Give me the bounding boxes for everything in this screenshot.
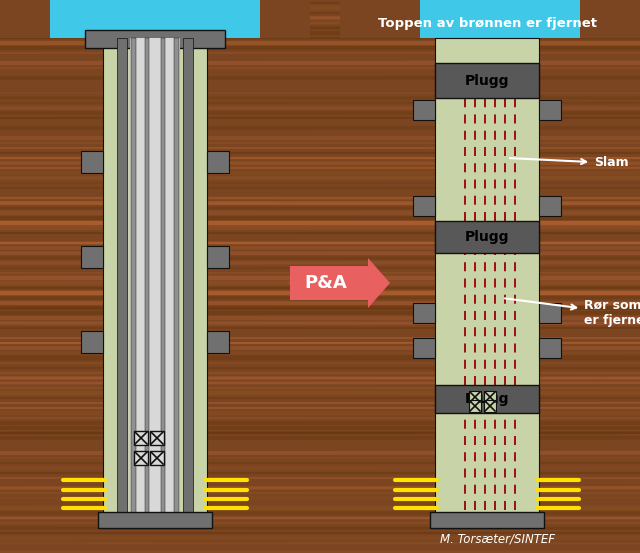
Bar bbox=[539, 338, 561, 358]
Bar bbox=[150, 451, 164, 465]
Bar bbox=[0, 0, 50, 38]
Bar bbox=[98, 512, 212, 528]
Bar bbox=[435, 385, 539, 413]
Bar bbox=[539, 100, 561, 120]
Bar bbox=[413, 303, 435, 323]
Bar bbox=[539, 303, 561, 323]
Text: Toppen av brønnen er fjernet: Toppen av brønnen er fjernet bbox=[378, 17, 596, 29]
Text: Rør som
er fjernet: Rør som er fjernet bbox=[505, 299, 640, 327]
Bar bbox=[539, 196, 561, 216]
Bar bbox=[340, 0, 640, 38]
Bar bbox=[134, 451, 148, 465]
Text: P&A: P&A bbox=[305, 274, 348, 292]
Polygon shape bbox=[81, 151, 103, 173]
Polygon shape bbox=[207, 151, 229, 173]
Bar bbox=[103, 38, 207, 528]
Bar bbox=[435, 38, 539, 528]
Bar bbox=[413, 338, 435, 358]
Bar bbox=[150, 431, 164, 445]
Bar bbox=[260, 0, 310, 38]
FancyArrow shape bbox=[290, 258, 390, 308]
Bar bbox=[435, 63, 539, 98]
Bar bbox=[161, 38, 165, 528]
Bar bbox=[145, 38, 149, 528]
Bar bbox=[435, 221, 539, 253]
Text: Slam: Slam bbox=[510, 156, 628, 170]
Bar bbox=[413, 196, 435, 216]
Text: Plugg: Plugg bbox=[465, 230, 509, 244]
Bar bbox=[484, 391, 496, 403]
Bar bbox=[174, 38, 179, 528]
Bar bbox=[183, 38, 193, 528]
Bar bbox=[340, 0, 420, 38]
Polygon shape bbox=[81, 246, 103, 268]
Bar bbox=[134, 431, 148, 445]
Bar bbox=[580, 0, 640, 38]
Bar bbox=[469, 391, 481, 403]
Bar bbox=[131, 38, 136, 528]
Bar bbox=[469, 400, 481, 412]
Bar bbox=[0, 0, 310, 38]
Polygon shape bbox=[207, 246, 229, 268]
Text: M. Torsæter/SINTEF: M. Torsæter/SINTEF bbox=[440, 532, 554, 545]
Bar bbox=[413, 100, 435, 120]
Polygon shape bbox=[81, 331, 103, 353]
Text: Plugg: Plugg bbox=[465, 74, 509, 87]
Bar bbox=[430, 512, 544, 528]
Text: Plugg: Plugg bbox=[465, 392, 509, 406]
Bar bbox=[130, 38, 180, 528]
Bar bbox=[484, 400, 496, 412]
Bar bbox=[117, 38, 127, 528]
Bar bbox=[85, 30, 225, 48]
Polygon shape bbox=[207, 331, 229, 353]
